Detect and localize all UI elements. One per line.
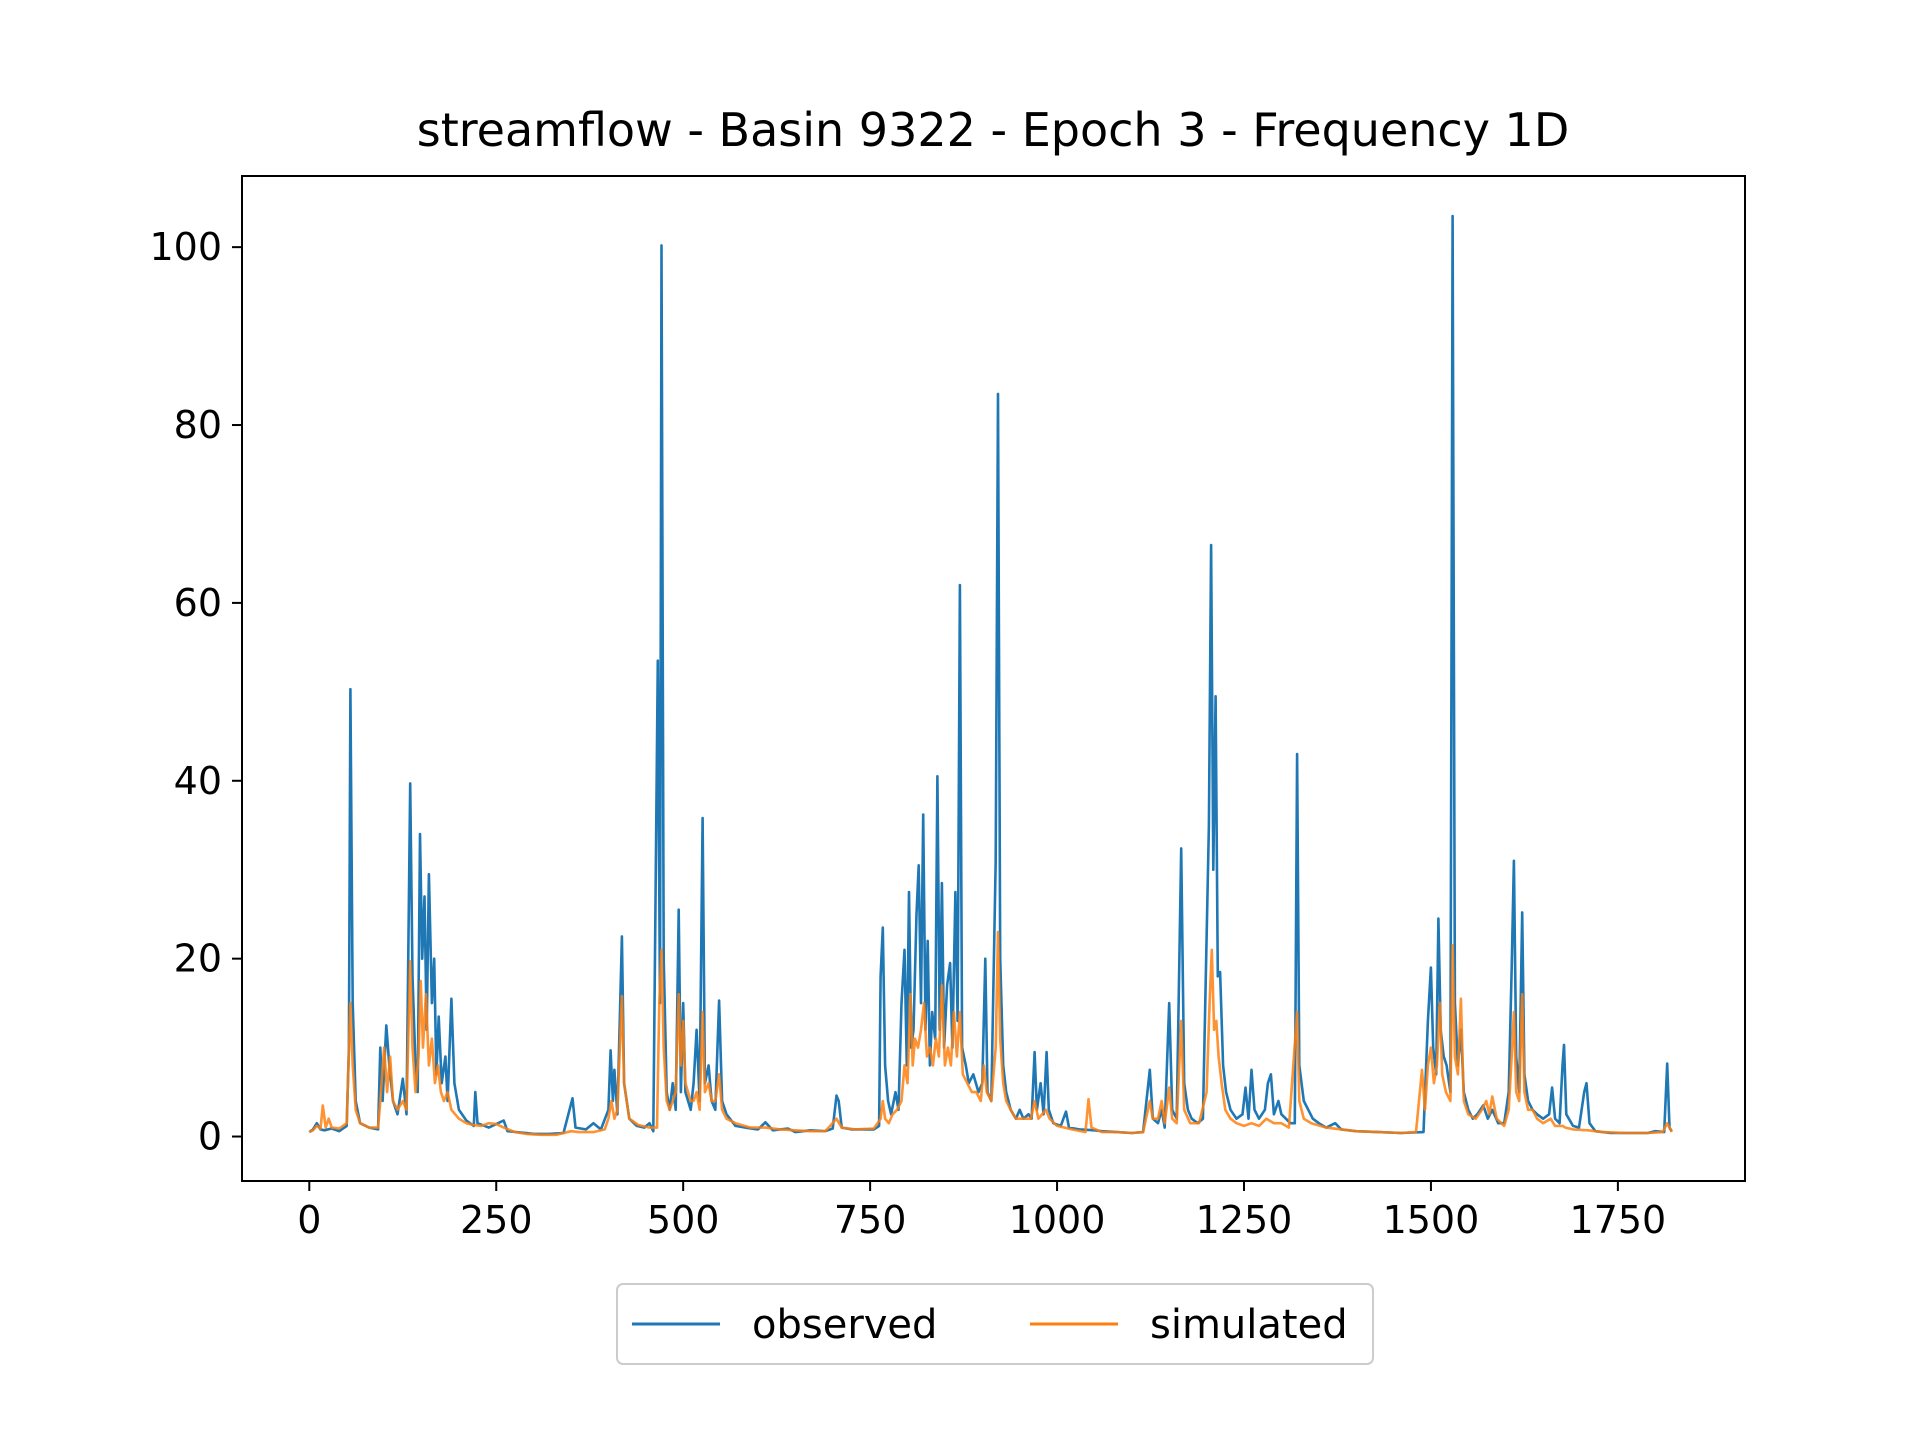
series-line-observed [308, 214, 1673, 1136]
axes: 0 250 500 750 1000 1250 1500 1750 0 20 40 60 80 100 [149, 175, 1746, 1242]
legend: observed simulated [616, 1283, 1374, 1365]
x-tick-label: 1000 [1009, 1198, 1106, 1242]
x-tick-label: 0 [297, 1198, 321, 1242]
y-tick-label: 80 [174, 403, 222, 447]
series-line-simulated [308, 930, 1673, 1137]
x-tick-label: 1500 [1383, 1198, 1480, 1242]
x-tick-label: 1750 [1570, 1198, 1667, 1242]
plot-area [308, 214, 1673, 1137]
axes-frame [241, 175, 1746, 1182]
y-tick-label: 40 [174, 759, 222, 803]
x-tick-label: 750 [834, 1198, 907, 1242]
y-tick-label: 0 [198, 1115, 222, 1159]
x-tick-label: 500 [647, 1198, 720, 1242]
y-tick-label: 60 [174, 581, 222, 625]
x-tick-label: 250 [460, 1198, 533, 1242]
chart-title: streamflow - Basin 9322 - Epoch 3 - Freq… [417, 103, 1570, 157]
y-tick-label: 100 [149, 225, 222, 269]
y-tick-label: 20 [174, 937, 222, 981]
legend-box [616, 1283, 1374, 1365]
x-tick-label: 1250 [1196, 1198, 1293, 1242]
legend-label-observed: observed [752, 1302, 937, 1348]
legend-label-simulated: simulated [1150, 1302, 1348, 1348]
